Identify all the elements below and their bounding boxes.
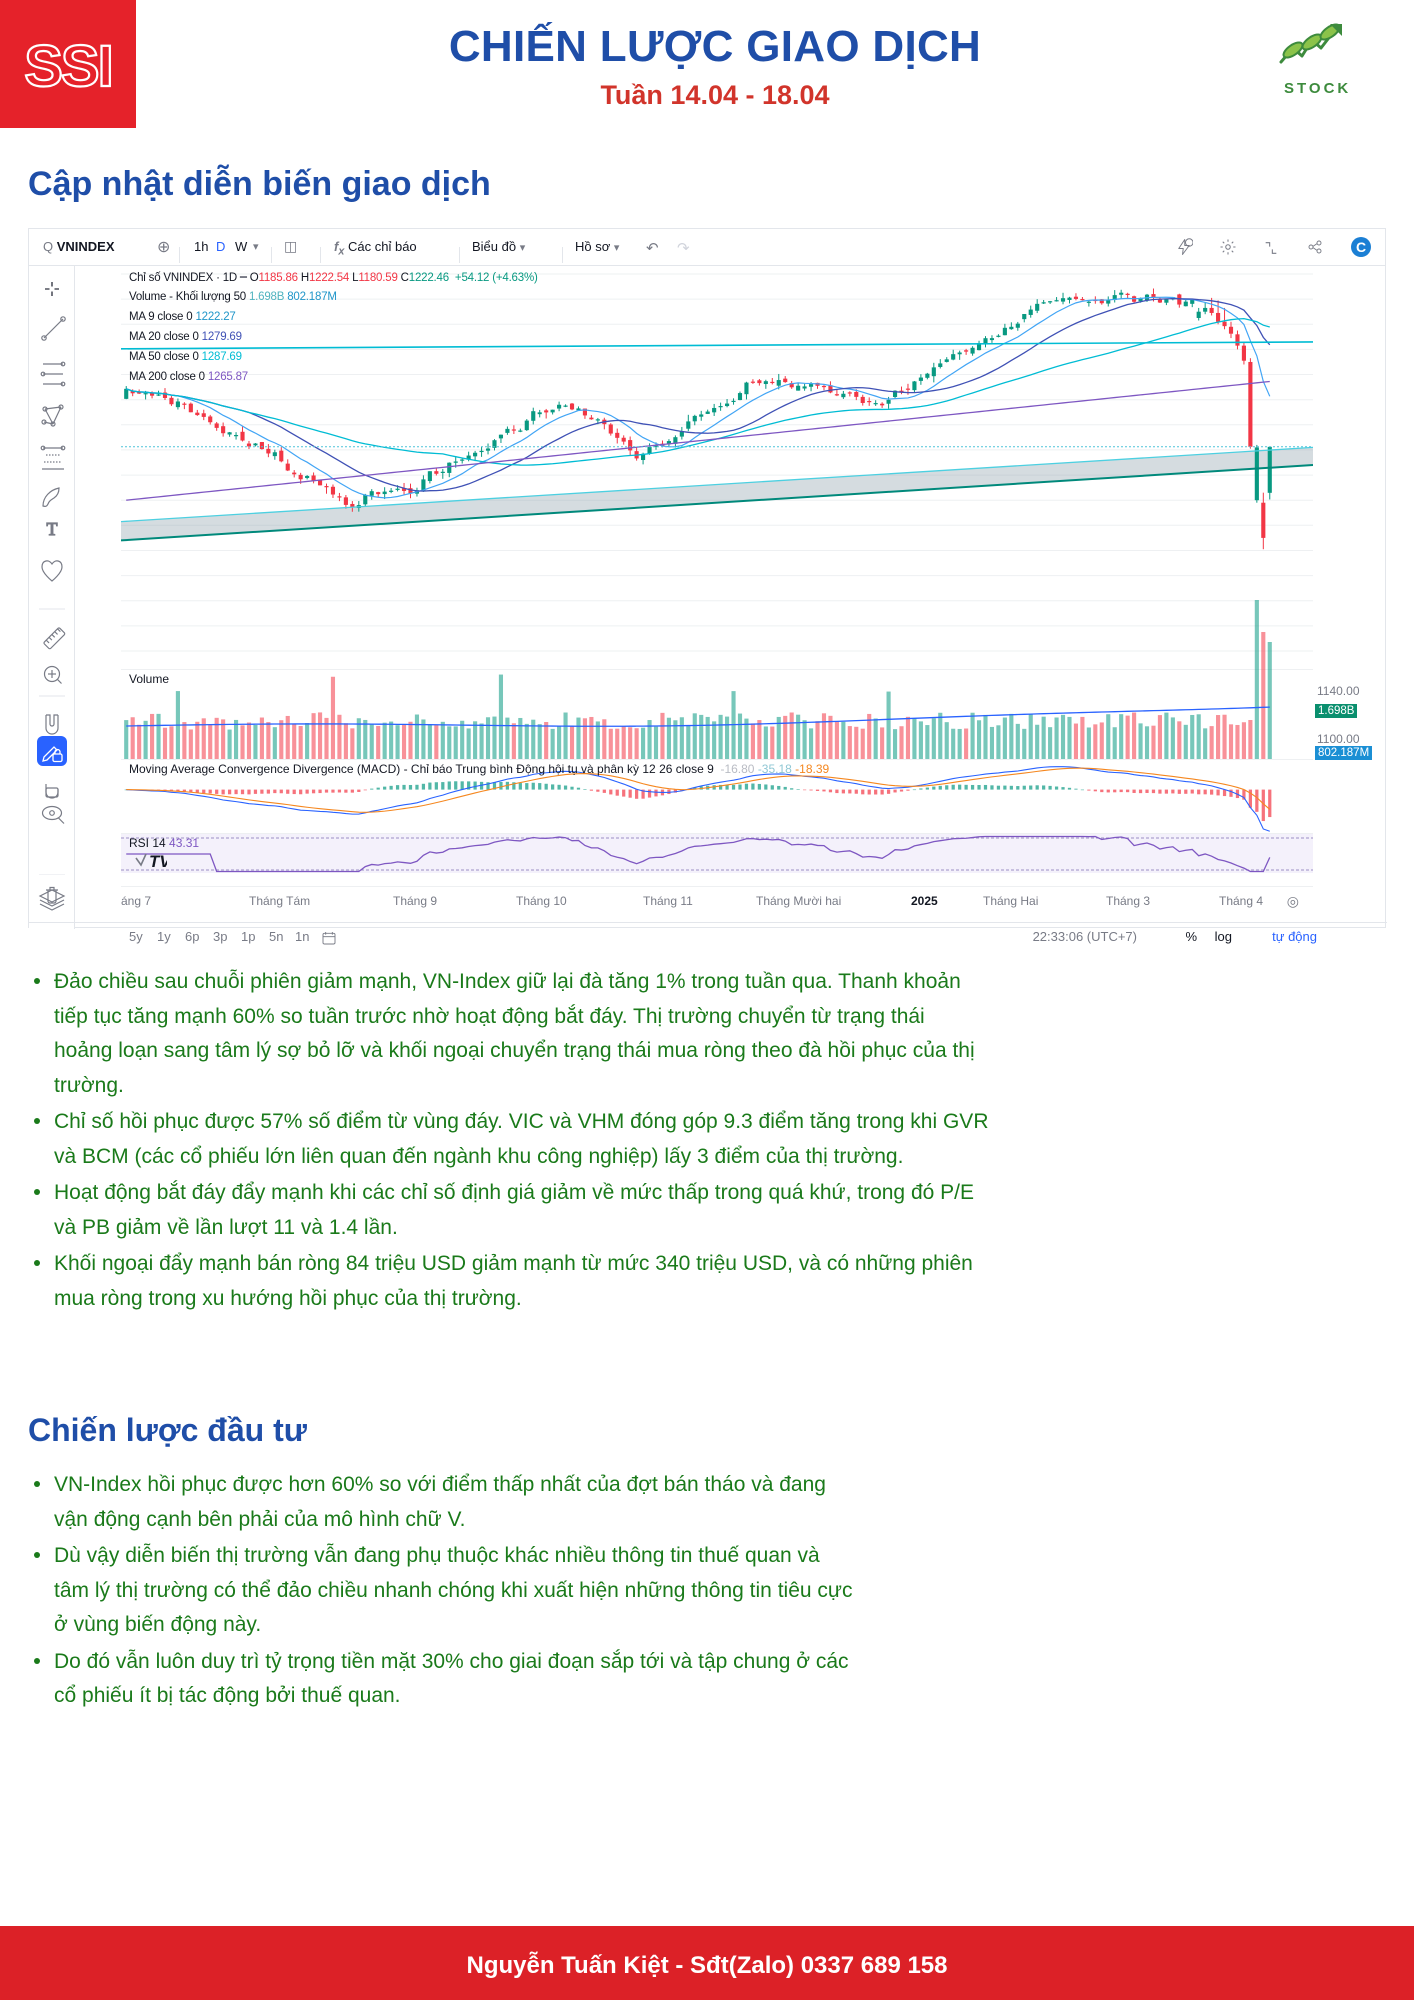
- svg-text:TV: TV: [149, 852, 167, 870]
- svg-text:T: T: [47, 519, 58, 539]
- svg-text:SSI: SSI: [24, 34, 112, 99]
